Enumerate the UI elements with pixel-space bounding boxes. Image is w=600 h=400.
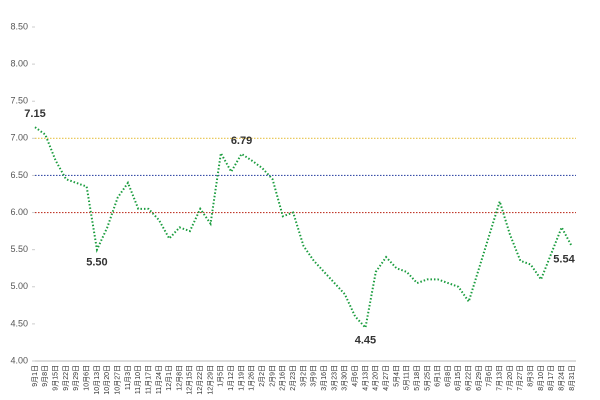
x-tick-label: 2月9日 [268,365,276,387]
x-tick-label: 1月5日 [217,365,225,387]
x-tick-label: 3月23日 [330,365,338,391]
x-tick-label: 3月9日 [310,365,318,387]
x-tick-label: 12月8日 [175,365,183,391]
x-tick-label: 11月17日 [144,365,152,394]
x-tick-label: 2月2日 [258,365,266,387]
x-tick-label: 9月29日 [72,365,80,391]
y-tick-label: 4.50 [10,318,28,328]
x-tick-label: 3月16日 [320,365,328,391]
y-tick-label: 8.00 [10,58,28,68]
x-tick-label: 6月15日 [454,365,462,391]
x-tick-label: 12月15日 [186,365,194,395]
x-tick-label: 11月3日 [124,365,132,390]
x-tick-label: 5月18日 [413,365,421,391]
x-tick-label: 8月24日 [558,365,566,391]
x-tick-label: 5月11日 [403,365,411,390]
x-tick-label: 9月8日 [41,365,49,387]
value-label: 6.79 [231,135,252,147]
x-tick-label: 12月29日 [206,365,214,395]
value-label: 5.54 [553,254,575,266]
x-tick-label: 1月26日 [248,365,256,391]
x-tick-label: 10月27日 [113,365,121,395]
x-tick-label: 12月1日 [165,365,173,391]
x-tick-label: 8月3日 [527,365,535,387]
x-tick-label: 11月24日 [155,365,163,394]
x-tick-label: 11月10日 [134,365,142,394]
y-tick-label: 5.50 [10,244,28,254]
value-label: 7.15 [24,108,45,120]
x-tick-label: 6月8日 [444,365,452,387]
value-label: 4.45 [355,335,376,347]
x-tick-label: 7月6日 [485,365,493,387]
x-tick-label: 10月20日 [103,365,111,395]
x-tick-label: 3月30日 [341,365,349,391]
x-tick-label: 4月13日 [361,365,369,391]
x-tick-label: 2月16日 [279,365,287,391]
x-tick-label: 5月4日 [392,365,400,387]
x-tick-label: 2月23日 [289,365,297,391]
y-tick-label: 7.50 [10,96,28,106]
x-tick-label: 7月13日 [496,365,504,391]
x-tick-label: 6月22日 [465,365,473,391]
x-tick-label: 5月25日 [423,365,431,391]
y-tick-label: 6.00 [10,207,28,217]
price-line [34,126,573,330]
x-tick-label: 9月22日 [62,365,70,391]
x-tick-label: 6月1日 [434,365,442,387]
x-tick-label: 4月27日 [382,365,390,391]
x-tick-label: 12月22日 [196,365,204,395]
y-tick-label: 5.00 [10,281,28,291]
y-tick-label: 4.00 [10,355,28,365]
x-tick-label: 10月13日 [93,365,101,395]
x-tick-label: 6月29日 [475,365,483,391]
x-tick-label: 8月10日 [537,365,545,391]
x-tick-label: 4月6日 [351,365,359,387]
y-tick-label: 8.50 [10,21,28,31]
y-tick-label: 7.00 [10,133,28,143]
x-tick-label: 1月12日 [227,365,235,391]
y-tick-label: 6.50 [10,170,28,180]
x-tick-label: 8月17日 [547,365,555,391]
x-tick-label: 7月20日 [506,365,514,391]
value-label: 5.50 [86,257,107,269]
x-tick-label: 10月6日 [82,365,90,391]
x-tick-label: 4月20日 [372,365,380,391]
x-tick-label: 8月31日 [568,365,576,391]
x-tick-label: 3月2日 [299,365,307,387]
x-tick-label: 1月19日 [237,365,245,391]
x-tick-label: 9月1日 [31,365,39,387]
x-tick-label: 9月15日 [51,365,59,391]
x-tick-label: 7月27日 [516,365,524,391]
